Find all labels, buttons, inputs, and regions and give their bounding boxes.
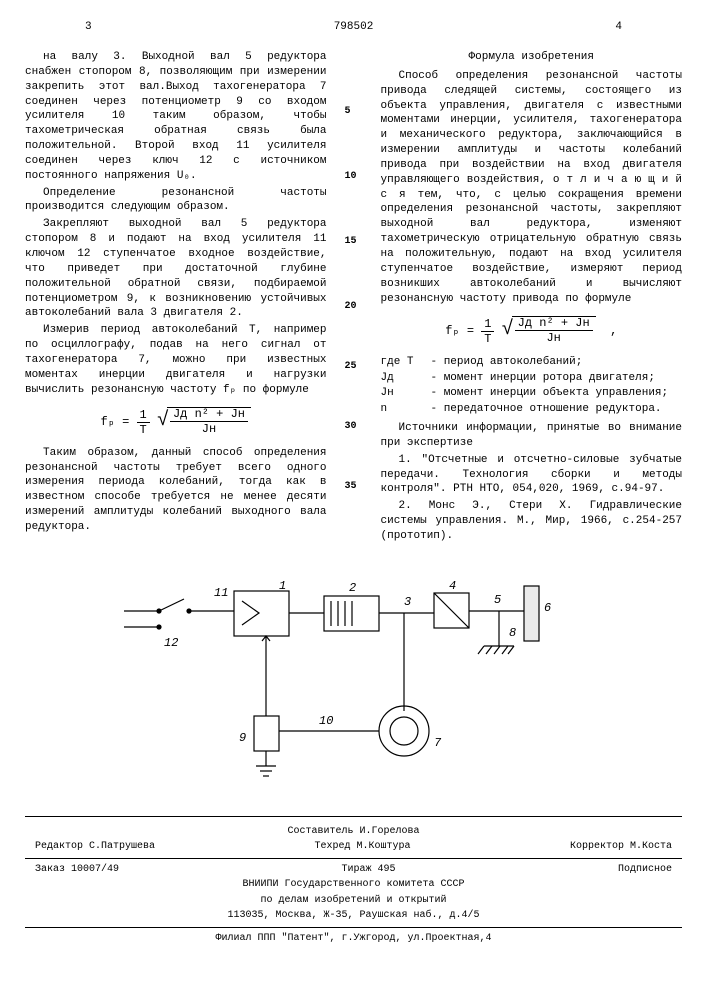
circuit-diagram: 11 12 1 2 3 4 5 6 7 8 9 10 bbox=[104, 561, 604, 801]
def-row: Jн - момент инерции объекта управления; bbox=[381, 386, 683, 401]
source: 1. "Отсчетные и отсчетно-силовые зубчаты… bbox=[381, 453, 683, 498]
def-row: где T - период автоколебаний; bbox=[381, 355, 683, 370]
diagram-label: 1 bbox=[279, 579, 286, 593]
diagram-label: 10 bbox=[319, 714, 333, 728]
para: Определение резонансной частоты производ… bbox=[25, 186, 327, 216]
line-number-gutter: 5 10 15 20 25 30 35 bbox=[345, 50, 363, 546]
formula-right: fₚ = 1 T √ Jд n² + Jн Jн , bbox=[381, 316, 683, 344]
footer-order: Заказ 10007/49 Тираж 495 Подписное bbox=[25, 863, 682, 877]
para: на валу 3. Выходной вал 5 редуктора снаб… bbox=[25, 50, 327, 184]
diagram-label: 4 bbox=[449, 579, 456, 593]
para: Измерив период автоколебаний T, например… bbox=[25, 323, 327, 397]
diagram-label: 3 bbox=[404, 595, 411, 609]
doc-number: 798502 bbox=[334, 20, 374, 35]
para: Закрепляют выходной вал 5 редуктора стоп… bbox=[25, 217, 327, 321]
left-column: на валу 3. Выходной вал 5 редуктора снаб… bbox=[25, 50, 327, 546]
formula-left: fₚ = 1 T √ Jд n² + Jн Jн bbox=[25, 407, 327, 435]
compiler: Составитель И.Горелова bbox=[25, 825, 682, 839]
diagram-label: 9 bbox=[239, 731, 246, 745]
def-row: n - передаточное отношение редуктора. bbox=[381, 402, 683, 417]
claim-title: Формула изобретения bbox=[381, 50, 683, 65]
sources-title: Источники информации, принятые во вниман… bbox=[381, 421, 683, 451]
para: Таким образом, данный способ определения… bbox=[25, 446, 327, 535]
definitions: где T - период автоколебаний; Jд - момен… bbox=[381, 355, 683, 417]
page-right: 4 bbox=[615, 20, 622, 35]
def-row: Jд - момент инерции ротора двигателя; bbox=[381, 371, 683, 386]
diagram-label: 7 bbox=[434, 736, 442, 750]
diagram-label: 8 bbox=[509, 626, 516, 640]
right-column: Формула изобретения Способ определения р… bbox=[381, 50, 683, 546]
diagram-label: 12 bbox=[164, 636, 178, 650]
source: 2. Монс Э., Стери Х. Гидравлические сист… bbox=[381, 499, 683, 544]
footer-credits: Редактор С.Патрушева Техред М.Коштура Ко… bbox=[25, 840, 682, 854]
diagram-label: 5 bbox=[494, 593, 501, 607]
para: Способ определения резонансной частоты п… bbox=[381, 69, 683, 307]
diagram-label: 6 bbox=[544, 601, 551, 615]
page-header: 3 798502 4 bbox=[25, 20, 682, 40]
diagram-label: 2 bbox=[349, 581, 356, 595]
diagram-label: 11 bbox=[214, 586, 228, 600]
footer: Составитель И.Горелова Редактор С.Патруш… bbox=[25, 816, 682, 946]
page-left: 3 bbox=[85, 20, 92, 35]
two-column-body: на валу 3. Выходной вал 5 редуктора снаб… bbox=[25, 50, 682, 546]
